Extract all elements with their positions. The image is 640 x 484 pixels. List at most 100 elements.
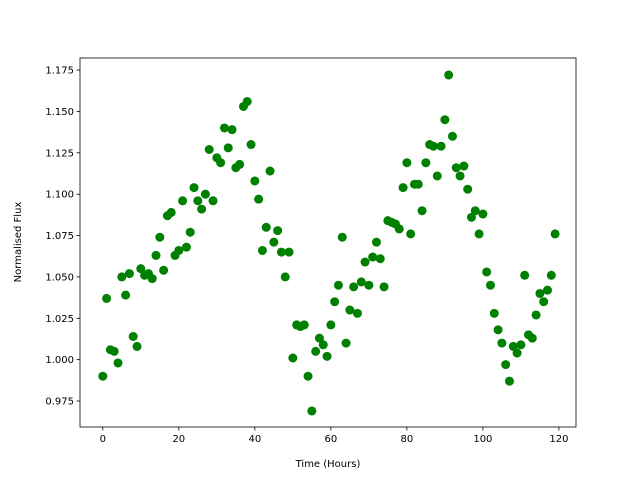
x-tick-label: 20 bbox=[172, 434, 185, 445]
data-point bbox=[508, 341, 518, 351]
data-point bbox=[124, 269, 134, 279]
x-tick-label: 0 bbox=[100, 434, 106, 445]
data-point bbox=[314, 333, 324, 343]
data-point bbox=[174, 245, 184, 255]
data-point bbox=[428, 141, 438, 151]
y-tick-label: 1.125 bbox=[45, 148, 74, 159]
data-point bbox=[337, 232, 347, 242]
y-tick-label: 1.025 bbox=[45, 314, 74, 325]
data-point bbox=[364, 280, 374, 290]
data-point bbox=[497, 338, 507, 348]
data-point bbox=[117, 272, 127, 282]
x-tick-label: 40 bbox=[248, 434, 261, 445]
data-point bbox=[216, 158, 226, 168]
data-point bbox=[356, 277, 366, 287]
data-point bbox=[178, 196, 188, 206]
data-point bbox=[280, 272, 290, 282]
data-point bbox=[132, 341, 142, 351]
data-point bbox=[417, 206, 427, 216]
data-point bbox=[432, 171, 442, 181]
y-tick-label: 0.975 bbox=[45, 397, 74, 408]
y-tick-label: 1.050 bbox=[45, 272, 74, 283]
data-point bbox=[333, 280, 343, 290]
data-point bbox=[474, 229, 484, 239]
data-point bbox=[128, 331, 138, 341]
data-point bbox=[398, 183, 408, 193]
data-point bbox=[109, 346, 119, 356]
data-point bbox=[352, 308, 362, 318]
data-point bbox=[208, 196, 218, 206]
data-point bbox=[504, 376, 514, 386]
y-tick-label: 1.075 bbox=[45, 231, 74, 242]
x-tick-label: 100 bbox=[473, 434, 492, 445]
data-point bbox=[531, 310, 541, 320]
data-point bbox=[402, 158, 412, 168]
data-point bbox=[159, 265, 169, 275]
data-point bbox=[345, 305, 355, 315]
data-point bbox=[466, 212, 476, 222]
data-point bbox=[246, 140, 256, 150]
data-point bbox=[223, 143, 233, 153]
data-point bbox=[470, 206, 480, 216]
data-point bbox=[113, 358, 123, 368]
data-point bbox=[311, 346, 321, 356]
data-point bbox=[151, 250, 161, 260]
data-point bbox=[451, 163, 461, 173]
data-point bbox=[227, 125, 237, 135]
data-point bbox=[254, 194, 264, 204]
y-axis-ticks: 0.975 1.000 1.025 1.050 1.075 1.100 1.125 1.150… bbox=[45, 66, 80, 408]
data-point bbox=[235, 159, 245, 169]
data-point bbox=[330, 297, 340, 307]
y-tick-label: 1.000 bbox=[45, 355, 74, 366]
data-point bbox=[379, 282, 389, 292]
data-point bbox=[284, 247, 294, 257]
data-point bbox=[447, 131, 457, 141]
data-point bbox=[166, 207, 176, 217]
data-point bbox=[269, 237, 279, 247]
data-point bbox=[273, 226, 283, 236]
data-point bbox=[261, 222, 271, 232]
data-point bbox=[265, 166, 275, 176]
data-point bbox=[242, 97, 252, 107]
data-point bbox=[349, 282, 359, 292]
y-tick-label: 1.100 bbox=[45, 190, 74, 201]
data-point bbox=[413, 179, 423, 189]
data-point bbox=[299, 320, 309, 330]
data-point bbox=[250, 176, 260, 186]
data-point bbox=[482, 267, 492, 277]
data-point bbox=[459, 161, 469, 171]
data-point bbox=[527, 333, 537, 343]
data-point bbox=[318, 340, 328, 350]
data-point bbox=[121, 290, 131, 300]
x-axis-label: Time (Hours) bbox=[295, 459, 361, 470]
data-point bbox=[102, 293, 112, 303]
x-axis-ticks: 0 20 40 60 80 100 120 bbox=[100, 427, 568, 445]
data-point bbox=[493, 325, 503, 335]
y-tick-label: 1.150 bbox=[45, 107, 74, 118]
data-point bbox=[257, 245, 267, 255]
data-point bbox=[375, 254, 385, 264]
data-point bbox=[489, 308, 499, 318]
y-tick-label: 1.175 bbox=[45, 66, 74, 77]
data-point bbox=[197, 204, 207, 214]
data-point bbox=[360, 257, 370, 267]
x-tick-label: 120 bbox=[549, 434, 568, 445]
data-point bbox=[421, 158, 431, 168]
data-point bbox=[463, 184, 473, 194]
data-point bbox=[478, 209, 488, 219]
data-point bbox=[185, 227, 195, 237]
data-point bbox=[368, 252, 378, 262]
data-point bbox=[512, 348, 522, 358]
data-point bbox=[485, 280, 495, 290]
x-tick-label: 60 bbox=[324, 434, 337, 445]
data-point bbox=[98, 371, 108, 381]
data-point bbox=[307, 406, 317, 416]
data-point bbox=[535, 288, 545, 298]
data-point bbox=[147, 274, 157, 284]
data-point bbox=[516, 340, 526, 350]
data-point bbox=[394, 224, 404, 234]
data-point bbox=[219, 123, 229, 133]
data-point bbox=[444, 70, 454, 80]
